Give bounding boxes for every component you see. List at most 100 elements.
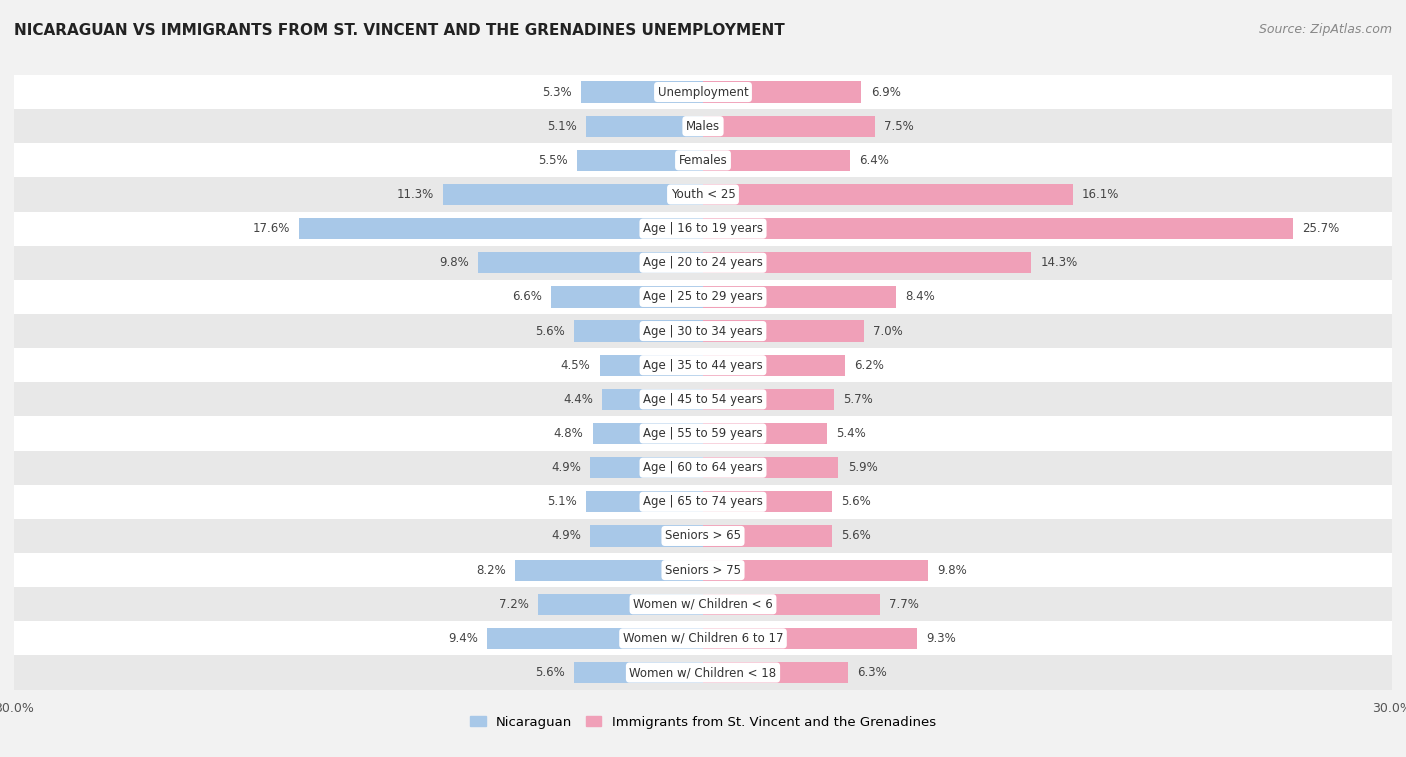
Bar bbox=[703, 354, 845, 375]
Text: Age | 30 to 34 years: Age | 30 to 34 years bbox=[643, 325, 763, 338]
Text: Seniors > 65: Seniors > 65 bbox=[665, 529, 741, 543]
Text: 9.3%: 9.3% bbox=[925, 632, 956, 645]
Bar bbox=[586, 116, 703, 137]
Legend: Nicaraguan, Immigrants from St. Vincent and the Grenadines: Nicaraguan, Immigrants from St. Vincent … bbox=[464, 710, 942, 734]
Text: 8.2%: 8.2% bbox=[475, 564, 506, 577]
Bar bbox=[703, 593, 880, 615]
Text: Source: ZipAtlas.com: Source: ZipAtlas.com bbox=[1258, 23, 1392, 36]
Bar bbox=[14, 621, 1392, 656]
Bar bbox=[14, 450, 1392, 484]
Bar bbox=[703, 286, 896, 307]
Text: Youth < 25: Youth < 25 bbox=[671, 188, 735, 201]
Text: Age | 45 to 54 years: Age | 45 to 54 years bbox=[643, 393, 763, 406]
Text: Women w/ Children 6 to 17: Women w/ Children 6 to 17 bbox=[623, 632, 783, 645]
Text: 4.5%: 4.5% bbox=[561, 359, 591, 372]
Text: 7.2%: 7.2% bbox=[499, 598, 529, 611]
Text: 6.6%: 6.6% bbox=[512, 291, 543, 304]
Text: 11.3%: 11.3% bbox=[396, 188, 434, 201]
Bar bbox=[586, 491, 703, 512]
Bar bbox=[703, 82, 862, 103]
Bar bbox=[14, 587, 1392, 621]
Text: Age | 20 to 24 years: Age | 20 to 24 years bbox=[643, 257, 763, 269]
Text: 4.9%: 4.9% bbox=[551, 529, 581, 543]
Text: 6.9%: 6.9% bbox=[870, 86, 900, 98]
Bar bbox=[703, 389, 834, 410]
Bar bbox=[703, 662, 848, 683]
Text: Seniors > 75: Seniors > 75 bbox=[665, 564, 741, 577]
Bar bbox=[576, 150, 703, 171]
Text: 4.4%: 4.4% bbox=[562, 393, 593, 406]
Text: 7.5%: 7.5% bbox=[884, 120, 914, 132]
Bar bbox=[14, 382, 1392, 416]
Bar bbox=[14, 211, 1392, 246]
Bar bbox=[478, 252, 703, 273]
Bar bbox=[602, 389, 703, 410]
Bar bbox=[14, 348, 1392, 382]
Text: 5.6%: 5.6% bbox=[841, 495, 870, 508]
Text: 6.4%: 6.4% bbox=[859, 154, 889, 167]
Text: 4.9%: 4.9% bbox=[551, 461, 581, 474]
Bar bbox=[14, 75, 1392, 109]
Bar bbox=[14, 246, 1392, 280]
Bar bbox=[591, 525, 703, 547]
Text: Age | 25 to 29 years: Age | 25 to 29 years bbox=[643, 291, 763, 304]
Text: 5.1%: 5.1% bbox=[547, 120, 576, 132]
Text: Age | 16 to 19 years: Age | 16 to 19 years bbox=[643, 222, 763, 235]
Bar bbox=[551, 286, 703, 307]
Text: 5.6%: 5.6% bbox=[536, 666, 565, 679]
Text: NICARAGUAN VS IMMIGRANTS FROM ST. VINCENT AND THE GRENADINES UNEMPLOYMENT: NICARAGUAN VS IMMIGRANTS FROM ST. VINCEN… bbox=[14, 23, 785, 38]
Text: 25.7%: 25.7% bbox=[1302, 222, 1340, 235]
Text: Age | 65 to 74 years: Age | 65 to 74 years bbox=[643, 495, 763, 508]
Bar bbox=[443, 184, 703, 205]
Text: 5.6%: 5.6% bbox=[841, 529, 870, 543]
Bar bbox=[14, 484, 1392, 519]
Text: Age | 55 to 59 years: Age | 55 to 59 years bbox=[643, 427, 763, 440]
Bar bbox=[515, 559, 703, 581]
Bar bbox=[703, 184, 1073, 205]
Bar bbox=[599, 354, 703, 375]
Bar bbox=[575, 320, 703, 341]
Text: 5.7%: 5.7% bbox=[844, 393, 873, 406]
Text: 7.0%: 7.0% bbox=[873, 325, 903, 338]
Bar bbox=[593, 423, 703, 444]
Text: Age | 60 to 64 years: Age | 60 to 64 years bbox=[643, 461, 763, 474]
Bar bbox=[703, 491, 831, 512]
Text: Unemployment: Unemployment bbox=[658, 86, 748, 98]
Bar bbox=[703, 320, 863, 341]
Bar bbox=[14, 519, 1392, 553]
Text: Women w/ Children < 6: Women w/ Children < 6 bbox=[633, 598, 773, 611]
Text: 7.7%: 7.7% bbox=[889, 598, 920, 611]
Bar bbox=[703, 116, 875, 137]
Bar bbox=[703, 150, 851, 171]
Bar bbox=[703, 628, 917, 649]
Bar bbox=[14, 177, 1392, 211]
Bar bbox=[537, 593, 703, 615]
Text: 5.3%: 5.3% bbox=[543, 86, 572, 98]
Bar bbox=[703, 559, 928, 581]
Bar bbox=[14, 314, 1392, 348]
Bar bbox=[14, 553, 1392, 587]
Text: 5.4%: 5.4% bbox=[837, 427, 866, 440]
Text: 5.6%: 5.6% bbox=[536, 325, 565, 338]
Text: 5.1%: 5.1% bbox=[547, 495, 576, 508]
Bar bbox=[575, 662, 703, 683]
Text: 9.8%: 9.8% bbox=[938, 564, 967, 577]
Text: 5.5%: 5.5% bbox=[538, 154, 568, 167]
Bar bbox=[14, 109, 1392, 143]
Text: Age | 35 to 44 years: Age | 35 to 44 years bbox=[643, 359, 763, 372]
Bar bbox=[14, 416, 1392, 450]
Bar bbox=[14, 656, 1392, 690]
Text: 8.4%: 8.4% bbox=[905, 291, 935, 304]
Bar bbox=[14, 143, 1392, 177]
Bar bbox=[486, 628, 703, 649]
Bar bbox=[703, 423, 827, 444]
Text: 5.9%: 5.9% bbox=[848, 461, 877, 474]
Text: 16.1%: 16.1% bbox=[1083, 188, 1119, 201]
Text: 9.4%: 9.4% bbox=[449, 632, 478, 645]
Text: Males: Males bbox=[686, 120, 720, 132]
Bar bbox=[14, 280, 1392, 314]
Text: 4.8%: 4.8% bbox=[554, 427, 583, 440]
Bar bbox=[591, 457, 703, 478]
Text: 17.6%: 17.6% bbox=[252, 222, 290, 235]
Bar bbox=[703, 525, 831, 547]
